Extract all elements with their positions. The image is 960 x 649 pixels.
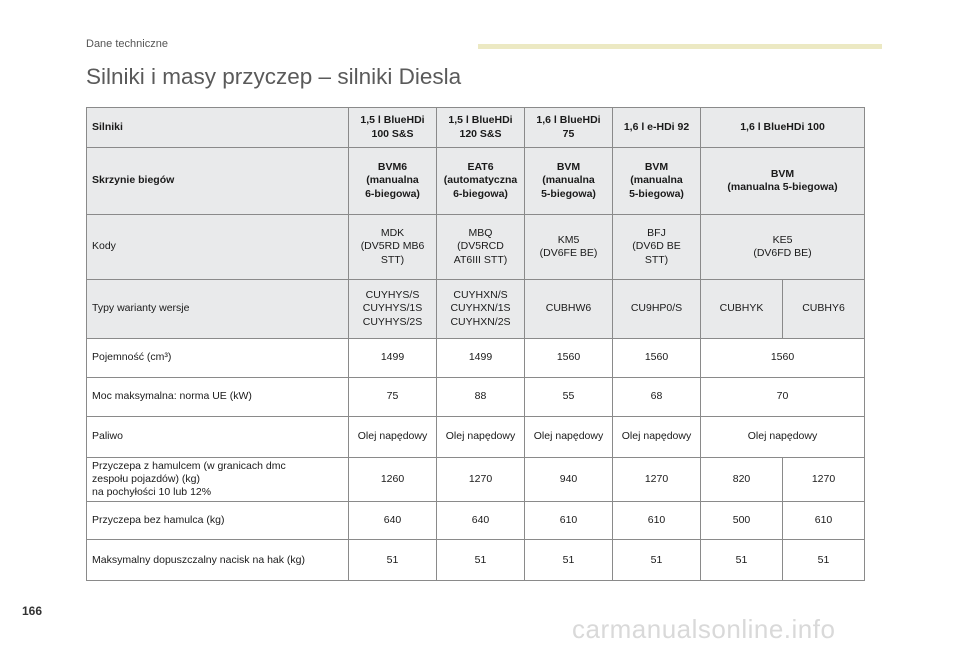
- table-cell: 1,6 l e-HDi 92: [612, 107, 701, 148]
- row-label: Silniki: [86, 107, 349, 148]
- table-row: Skrzynie biegów BVM6 (manualna 6-biegowa…: [86, 147, 865, 215]
- table-cell: 51: [436, 539, 525, 582]
- header-accent-bar: [478, 44, 882, 49]
- table-cell: CU9HP0/S: [612, 279, 701, 339]
- table-cell: 500: [700, 501, 783, 541]
- row-label: Skrzynie biegów: [86, 147, 349, 215]
- table-cell: BVM (manualna 5-biegowa): [700, 147, 865, 215]
- section-label: Dane techniczne: [86, 38, 168, 50]
- table-cell: BFJ (DV6D BE STT): [612, 214, 701, 280]
- row-label: Przyczepa z hamulcem (w granicach dmc ze…: [86, 456, 349, 503]
- table-cell: Olej napędowy: [700, 416, 865, 458]
- table-cell: BVM (manualna 5-biegowa): [612, 147, 701, 215]
- table-cell: 1560: [524, 338, 613, 378]
- table-cell: 55: [524, 377, 613, 417]
- row-label: Przyczepa bez hamulca (kg): [86, 501, 349, 541]
- table-cell: 1560: [700, 338, 865, 378]
- table-cell: 1499: [348, 338, 437, 378]
- table-cell: KE5 (DV6FD BE): [700, 214, 865, 280]
- table-cell: 1,6 l BlueHDi 100: [700, 107, 865, 148]
- table-cell: 610: [612, 501, 701, 541]
- table-cell: Olej napędowy: [612, 416, 701, 458]
- table-row: Typy warianty wersje CUYHYS/S CUYHYS/1S …: [86, 279, 865, 339]
- table-row: Paliwo Olej napędowy Olej napędowy Olej …: [86, 416, 865, 458]
- table-cell: CUYHXN/S CUYHXN/1S CUYHXN/2S: [436, 279, 525, 339]
- table-cell: 75: [348, 377, 437, 417]
- table-cell: 640: [436, 501, 525, 541]
- table-cell: CUBHW6: [524, 279, 613, 339]
- row-label: Maksymalny dopuszczalny nacisk na hak (k…: [86, 539, 349, 582]
- table-cell: KM5 (DV6FE BE): [524, 214, 613, 280]
- table-row: Silniki 1,5 l BlueHDi 100 S&S 1,5 l Blue…: [86, 107, 865, 148]
- table-cell: 1,6 l BlueHDi 75: [524, 107, 613, 148]
- table-cell: 1,5 l BlueHDi 120 S&S: [436, 107, 525, 148]
- table-cell: 1260: [348, 456, 437, 503]
- row-label: Paliwo: [86, 416, 349, 458]
- watermark: carmanualsonline.info: [572, 614, 836, 644]
- table-cell: BVM (manualna 5-biegowa): [524, 147, 613, 215]
- table-cell: MBQ (DV5RCD AT6III STT): [436, 214, 525, 280]
- table-cell: 70: [700, 377, 865, 417]
- table-row: Przyczepa bez hamulca (kg) 640 640 610 6…: [86, 501, 865, 541]
- table-cell: 820: [700, 456, 783, 503]
- table-cell: 51: [700, 539, 783, 582]
- table-cell: CUBHY6: [782, 279, 865, 339]
- table-cell: 610: [524, 501, 613, 541]
- table-cell: 51: [782, 539, 865, 582]
- page-number: 166: [22, 604, 43, 618]
- row-label: Kody: [86, 214, 349, 280]
- table-cell: 610: [782, 501, 865, 541]
- table-cell: CUBHYK: [700, 279, 783, 339]
- table-cell: 940: [524, 456, 613, 503]
- table-cell: MDK (DV5RD MB6 STT): [348, 214, 437, 280]
- table-cell: 68: [612, 377, 701, 417]
- table-cell: CUYHYS/S CUYHYS/1S CUYHYS/2S: [348, 279, 437, 339]
- table-cell: BVM6 (manualna 6-biegowa): [348, 147, 437, 215]
- table-cell: 51: [612, 539, 701, 582]
- table-cell: 1270: [782, 456, 865, 503]
- table-cell: Olej napędowy: [524, 416, 613, 458]
- engine-spec-table: Silniki 1,5 l BlueHDi 100 S&S 1,5 l Blue…: [86, 107, 865, 582]
- table-row: Moc maksymalna: norma UE (kW) 75 88 55 6…: [86, 377, 865, 417]
- table-cell: 1,5 l BlueHDi 100 S&S: [348, 107, 437, 148]
- table-cell: 1499: [436, 338, 525, 378]
- table-cell: 640: [348, 501, 437, 541]
- table-row: Pojemność (cm³) 1499 1499 1560 1560 1560: [86, 338, 865, 378]
- table-cell: 51: [348, 539, 437, 582]
- table-cell: 88: [436, 377, 525, 417]
- table-cell: Olej napędowy: [348, 416, 437, 458]
- page-title: Silniki i masy przyczep – silniki Diesla: [86, 64, 462, 89]
- table-cell: 1560: [612, 338, 701, 378]
- row-label: Moc maksymalna: norma UE (kW): [86, 377, 349, 417]
- table-row: Kody MDK (DV5RD MB6 STT) MBQ (DV5RCD AT6…: [86, 214, 865, 280]
- row-label: Pojemność (cm³): [86, 338, 349, 378]
- table-cell: EAT6 (automatyczna 6-biegowa): [436, 147, 525, 215]
- table-cell: 1270: [612, 456, 701, 503]
- table-row: Maksymalny dopuszczalny nacisk na hak (k…: [86, 539, 865, 582]
- table-cell: Olej napędowy: [436, 416, 525, 458]
- table-row: Przyczepa z hamulcem (w granicach dmc ze…: [86, 456, 865, 503]
- row-label: Typy warianty wersje: [86, 279, 349, 339]
- table-cell: 51: [524, 539, 613, 582]
- table-cell: 1270: [436, 456, 525, 503]
